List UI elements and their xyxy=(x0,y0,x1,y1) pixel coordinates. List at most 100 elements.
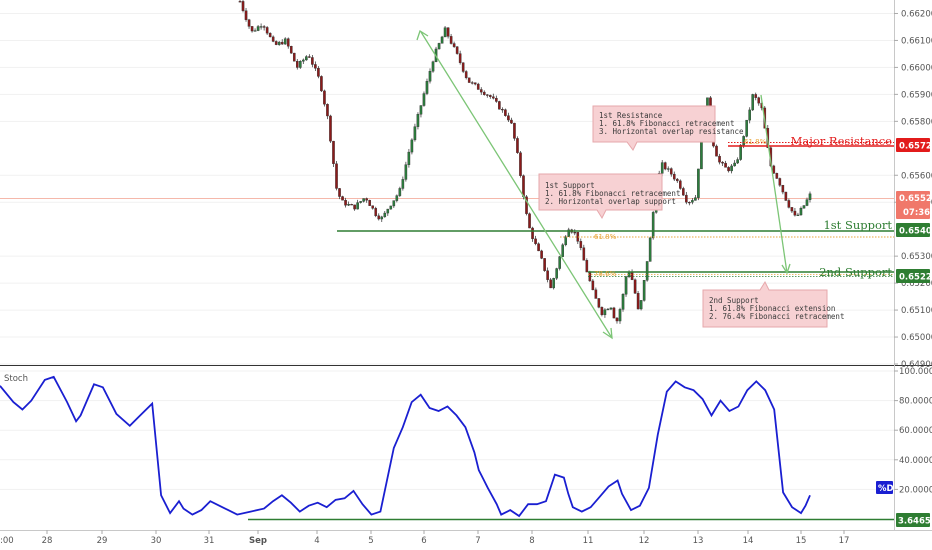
candle-down xyxy=(377,215,381,220)
candle-down xyxy=(630,272,634,280)
stoch-tick-label: 80.0000 xyxy=(899,397,932,407)
arrow-down-1 xyxy=(420,31,613,339)
resistance-callout-title: 1st Resistance xyxy=(599,111,663,120)
candle-down xyxy=(669,168,673,175)
candle-down xyxy=(338,188,341,197)
support1-callout-box xyxy=(538,173,663,220)
candle-up xyxy=(425,80,429,94)
candle-down xyxy=(682,188,685,196)
candle-up xyxy=(555,268,558,279)
candle-up xyxy=(666,168,670,170)
candle-up xyxy=(697,168,700,198)
candle-down xyxy=(247,19,251,27)
candle-down xyxy=(498,101,501,110)
candle-down xyxy=(775,172,779,179)
candle-down xyxy=(633,279,637,294)
candle-up xyxy=(410,139,414,153)
time-tick-label: 15 xyxy=(796,536,807,546)
candle-down xyxy=(772,165,776,174)
candle-up xyxy=(386,208,390,214)
time-tick-label: 14 xyxy=(743,536,754,546)
candle-down xyxy=(615,317,619,322)
support1-callout-line2: 2. Horizontal overlap support xyxy=(545,197,676,206)
time-tick-label: 13 xyxy=(693,536,704,546)
candle-up xyxy=(639,300,643,310)
time-tick-label: 30 xyxy=(151,536,162,546)
candle-up xyxy=(624,276,628,295)
candle-up xyxy=(552,278,555,289)
candle-down xyxy=(757,97,761,104)
candle-up xyxy=(645,261,649,281)
candle-down xyxy=(540,250,543,259)
candle-down xyxy=(280,41,284,45)
candle-down xyxy=(292,52,296,62)
candle-up xyxy=(796,214,800,216)
candle-up xyxy=(733,162,736,167)
candle-down xyxy=(461,62,465,72)
candle-up xyxy=(694,197,697,201)
candle-down xyxy=(531,227,534,240)
candle-down xyxy=(371,205,374,209)
support1-callout-title: 1st Support xyxy=(545,181,595,190)
candle-up xyxy=(413,126,417,141)
candle-down xyxy=(449,36,453,44)
candle-up xyxy=(437,43,441,50)
support1-callout-line1: 1. 61.8% Fibonacci retracement xyxy=(545,189,680,198)
resistance-callout: 1st Resistance 1. 61.8% Fibonacci retrac… xyxy=(592,105,744,151)
candle-down xyxy=(582,247,586,261)
price-panel: 61.8% 78.6% 61.8% 1st Resistance 1. 61.8… xyxy=(0,0,932,530)
candle-down xyxy=(464,71,468,79)
candle-down xyxy=(314,64,317,69)
arrow-down-1-head xyxy=(602,327,613,340)
candle-series xyxy=(238,0,812,324)
candle-down xyxy=(476,83,480,90)
candle-down xyxy=(341,196,344,201)
candle-down xyxy=(289,46,293,54)
candle-down xyxy=(470,82,474,84)
candle-down xyxy=(534,238,537,244)
candle-down xyxy=(676,178,679,182)
candle-down xyxy=(332,140,335,164)
time-tick-label: 11 xyxy=(583,536,594,546)
candle-up xyxy=(651,212,655,239)
support1-callout: 1st Support 1. 61.8% Fibonacci retraceme… xyxy=(538,173,680,220)
candle-down xyxy=(286,38,290,47)
candle-down xyxy=(597,298,601,308)
time-tick-label: 6 xyxy=(421,536,426,546)
candle-down xyxy=(344,199,347,206)
candle-down xyxy=(685,194,688,203)
candle-down xyxy=(778,178,782,186)
candle-down xyxy=(537,243,540,252)
candle-down xyxy=(452,43,456,47)
candle-down xyxy=(329,115,332,142)
candle-down xyxy=(446,27,450,37)
candle-up xyxy=(606,308,610,311)
candle-down xyxy=(754,94,758,98)
stoch-axis: 100.0000 80.0000 60.0000 40.0000 20.0000 xyxy=(894,367,932,495)
support2-callout-box xyxy=(702,280,828,328)
candle-up xyxy=(383,212,387,218)
candle-down xyxy=(501,109,504,111)
major-resistance-label: Major Resistance xyxy=(791,134,893,148)
candle-up xyxy=(561,244,564,257)
support2-callout-line1: 1. 61.8% Fibonacci extension xyxy=(709,304,835,313)
candle-up xyxy=(419,105,423,115)
candle-up xyxy=(609,307,613,310)
candle-up xyxy=(299,61,302,68)
candle-down xyxy=(479,89,483,93)
candle-down xyxy=(311,57,314,65)
candle-up xyxy=(802,205,806,209)
first-support-tag-text: 0.65405 xyxy=(899,227,932,237)
time-tick-label: :00 xyxy=(0,536,14,546)
candle-down xyxy=(549,279,552,289)
candle-down xyxy=(365,198,368,201)
stoch-last-tag xyxy=(896,513,930,527)
current-price-tag-text: 0.65526 xyxy=(899,194,932,204)
candle-up xyxy=(739,144,742,160)
candle-up xyxy=(347,204,350,206)
second-support-tag-text: 0.65229 xyxy=(899,273,932,283)
